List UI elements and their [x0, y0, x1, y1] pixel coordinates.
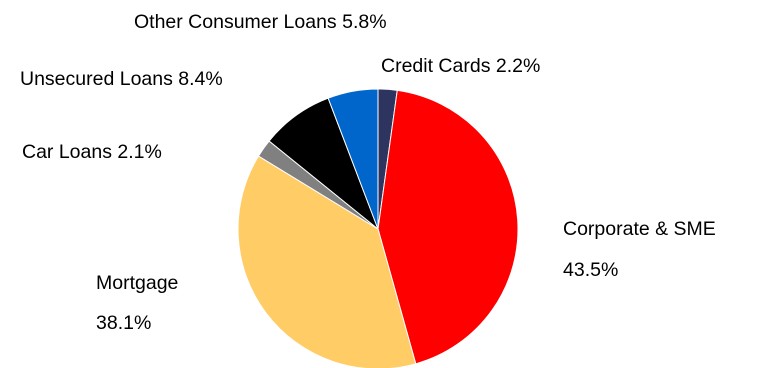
pie-slices	[237, 88, 519, 368]
pie-slice-corporate-sme	[377, 89, 519, 365]
label-mortgage-name: Mortgage	[96, 272, 178, 294]
pie-slice-other-consumer-loans	[327, 88, 379, 230]
label-other-consumer-loans: Other Consumer Loans 5.8%	[134, 11, 387, 33]
label-corporate-sme-name: Corporate & SME	[563, 218, 716, 240]
label-corporate-sme-value: 43.5%	[563, 259, 618, 281]
label-credit-cards: Credit Cards 2.2%	[381, 55, 540, 77]
label-unsecured-loans: Unsecured Loans 8.4%	[20, 68, 223, 90]
pie-slice-mortgage	[237, 155, 417, 368]
label-mortgage-value: 38.1%	[96, 312, 151, 334]
label-car-loans: Car Loans 2.1%	[22, 141, 162, 163]
